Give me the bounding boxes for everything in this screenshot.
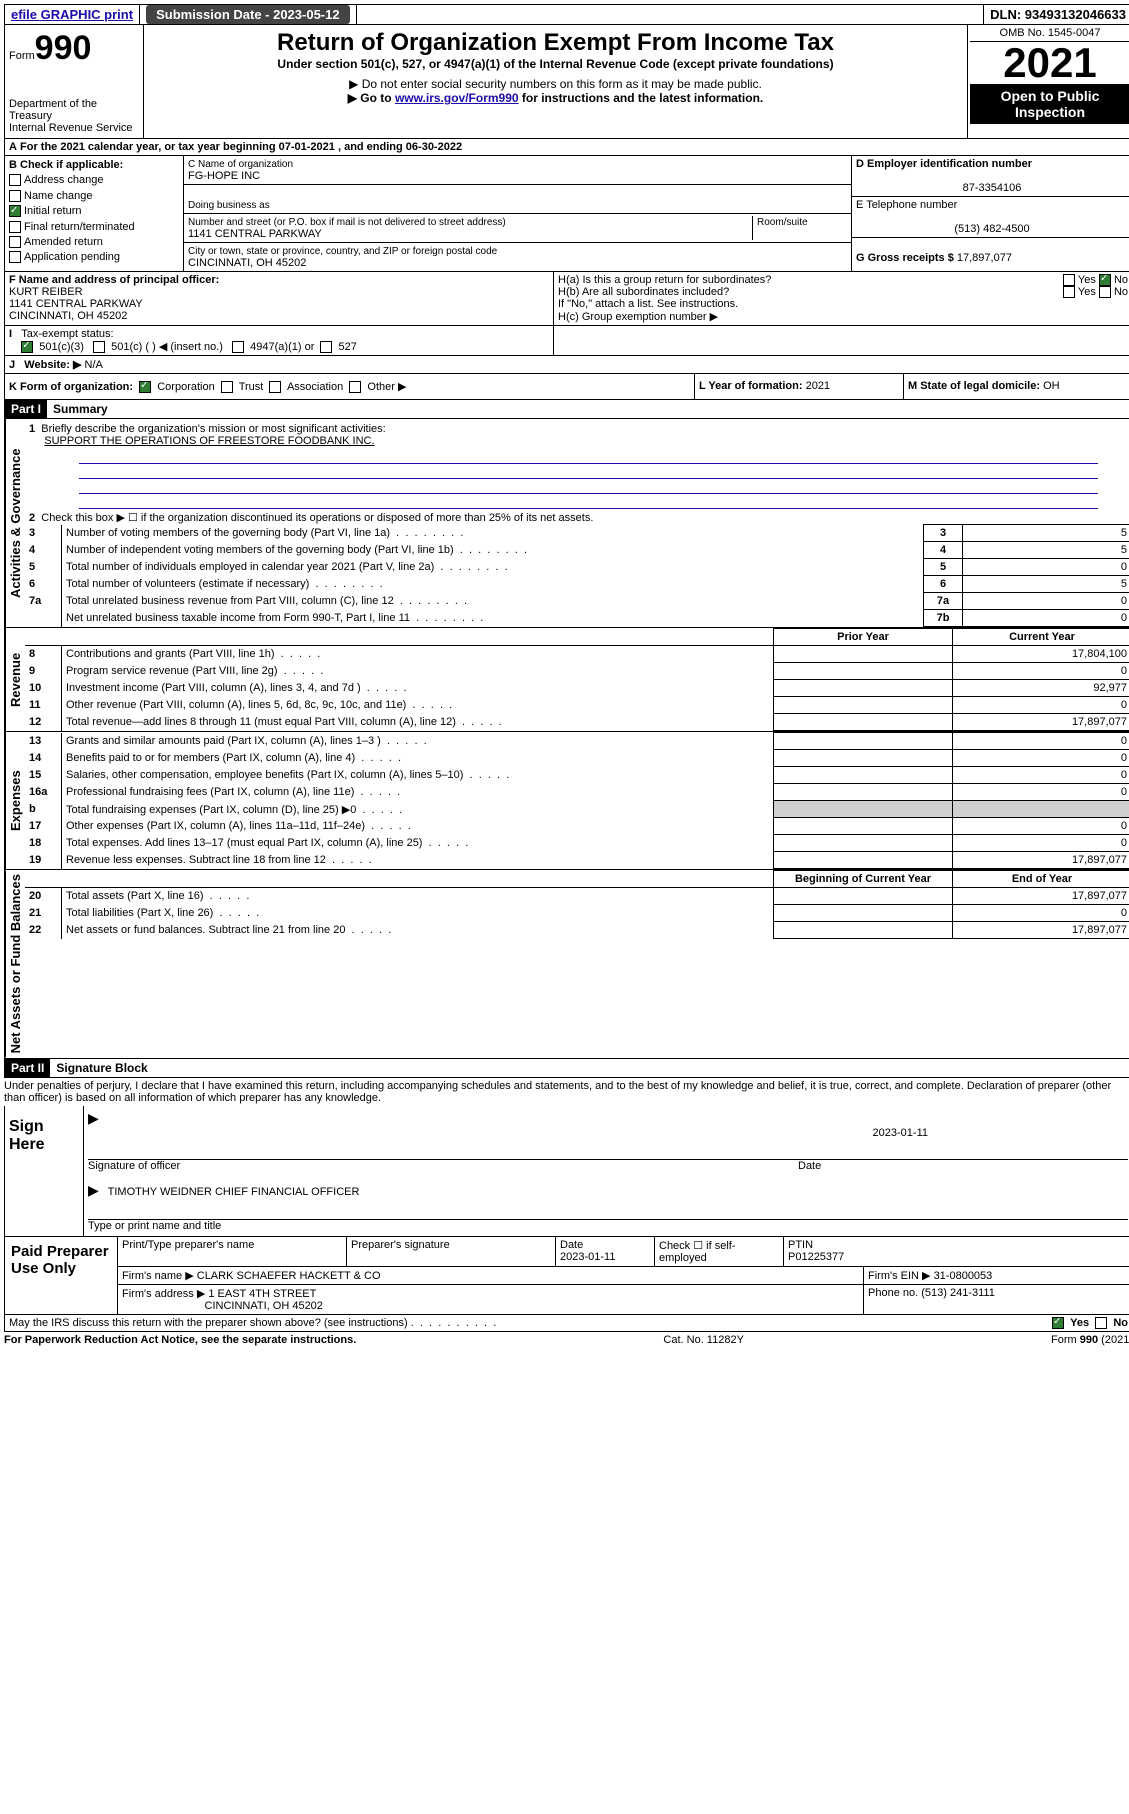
checkbox-trust[interactable] — [221, 381, 233, 393]
box-c-city: City or town, state or province, country… — [184, 243, 851, 271]
section-governance: Activities & Governance 1 Briefly descri… — [4, 419, 1129, 628]
table-revenue: Prior YearCurrent Year8 Contributions an… — [25, 628, 1129, 731]
footer-right: Form 990 (2021) — [1051, 1334, 1129, 1346]
dept-treasury: Department of the Treasury — [9, 98, 139, 122]
section-netassets: Net Assets or Fund Balances Beginning of… — [4, 870, 1129, 1058]
box-c-street: Number and street (or P.O. box if mail i… — [184, 214, 851, 243]
box-g: G Gross receipts $ 17,897,077 — [852, 238, 1129, 266]
checkbox-final-return[interactable] — [9, 221, 21, 233]
sidelabel-governance: Activities & Governance — [5, 419, 25, 627]
checkbox-527[interactable] — [320, 341, 332, 353]
form-title: Return of Organization Exempt From Incom… — [148, 29, 963, 57]
section-expenses: Expenses 13 Grants and similar amounts p… — [4, 732, 1129, 870]
sidelabel-expenses: Expenses — [5, 732, 25, 869]
box-f: F Name and address of principal officer:… — [5, 272, 554, 325]
part1-header: Part I Summary — [4, 400, 1129, 419]
checkbox-other[interactable] — [349, 381, 361, 393]
tax-year: 2021 — [970, 42, 1129, 84]
table-netassets: Beginning of Current YearEnd of Year20 T… — [25, 870, 1129, 939]
block-bcd: B Check if applicable: Address change Na… — [4, 156, 1129, 272]
checkbox-corp[interactable] — [139, 381, 151, 393]
open-public-badge: Open to Public Inspection — [970, 84, 1129, 124]
sidelabel-netassets: Net Assets or Fund Balances — [5, 870, 25, 1057]
discuss-row: May the IRS discuss this return with the… — [4, 1315, 1129, 1332]
box-k: K Form of organization: Corporation Trus… — [5, 374, 695, 399]
box-e: E Telephone number (513) 482-4500 — [852, 197, 1129, 238]
box-d: D Employer identification number 87-3354… — [852, 156, 1129, 197]
checkbox-app-pending[interactable] — [9, 251, 21, 263]
form-header: Form990 Department of the Treasury Inter… — [4, 25, 1129, 139]
checkbox-initial-return[interactable] — [9, 205, 21, 217]
subtitle-3: ▶ Go to www.irs.gov/Form990 for instruct… — [148, 91, 963, 105]
page-footer: For Paperwork Reduction Act Notice, see … — [4, 1332, 1129, 1348]
table-expenses: 13 Grants and similar amounts paid (Part… — [25, 732, 1129, 869]
checkbox-501c[interactable] — [93, 341, 105, 353]
footer-mid: Cat. No. 11282Y — [663, 1334, 744, 1346]
instructions-link[interactable]: www.irs.gov/Form990 — [395, 91, 519, 105]
footer-left: For Paperwork Reduction Act Notice, see … — [4, 1334, 356, 1346]
checkbox-assoc[interactable] — [269, 381, 281, 393]
checkbox-ha-no[interactable] — [1099, 274, 1111, 286]
checkbox-ha-yes[interactable] — [1063, 274, 1075, 286]
part2-header: Part II Signature Block — [4, 1059, 1129, 1078]
box-c-name: C Name of organization FG-HOPE INC — [184, 156, 851, 185]
top-bar: efile GRAPHIC print Submission Date - 20… — [4, 4, 1129, 25]
line-a: A For the 2021 calendar year, or tax yea… — [4, 139, 1129, 156]
subtitle-2: ▶ Do not enter social security numbers o… — [148, 77, 963, 91]
box-l: L Year of formation: 2021 — [695, 374, 904, 399]
form-word: Form — [9, 50, 35, 62]
checkbox-discuss-yes[interactable] — [1052, 1317, 1064, 1329]
block-klm: K Form of organization: Corporation Trus… — [4, 374, 1129, 400]
checkbox-hb-yes[interactable] — [1063, 286, 1075, 298]
submission-date: Submission Date - 2023-05-12 — [140, 5, 357, 24]
box-b: B Check if applicable: Address change Na… — [5, 156, 184, 271]
block-fh: F Name and address of principal officer:… — [4, 272, 1129, 326]
efile-link[interactable]: efile GRAPHIC print — [5, 5, 140, 24]
table-governance: 3 Number of voting members of the govern… — [25, 524, 1129, 627]
section-revenue: Revenue Prior YearCurrent Year8 Contribu… — [4, 628, 1129, 732]
dln: DLN: 93493132046633 — [984, 5, 1129, 24]
checkbox-address-change[interactable] — [9, 174, 21, 186]
box-h: H(a) Is this a group return for subordin… — [554, 272, 1129, 325]
sign-here-block: Sign Here 2023-01-11 Signature of office… — [4, 1106, 1129, 1237]
subtitle-1: Under section 501(c), 527, or 4947(a)(1)… — [148, 57, 963, 71]
form-number: 990 — [35, 29, 92, 67]
paid-preparer-label: Paid Preparer Use Only — [5, 1237, 118, 1314]
checkbox-amended[interactable] — [9, 236, 21, 248]
checkbox-501c3[interactable] — [21, 341, 33, 353]
checkbox-hb-no[interactable] — [1099, 286, 1111, 298]
checkbox-4947[interactable] — [232, 341, 244, 353]
perjury-declaration: Under penalties of perjury, I declare th… — [4, 1078, 1129, 1106]
box-c-dba: Doing business as — [184, 185, 851, 214]
irs-label: Internal Revenue Service — [9, 122, 139, 134]
block-i: I Tax-exempt status: 501(c)(3) 501(c) ( … — [4, 326, 1129, 356]
checkbox-discuss-no[interactable] — [1095, 1317, 1107, 1329]
box-m: M State of legal domicile: OH — [904, 374, 1129, 399]
sign-here-label: Sign Here — [5, 1106, 84, 1236]
spacer — [357, 5, 985, 24]
paid-preparer-block: Paid Preparer Use Only Print/Type prepar… — [4, 1237, 1129, 1315]
sidelabel-revenue: Revenue — [5, 628, 25, 731]
checkbox-name-change[interactable] — [9, 190, 21, 202]
box-j: J Website: ▶ N/A — [4, 356, 1129, 374]
